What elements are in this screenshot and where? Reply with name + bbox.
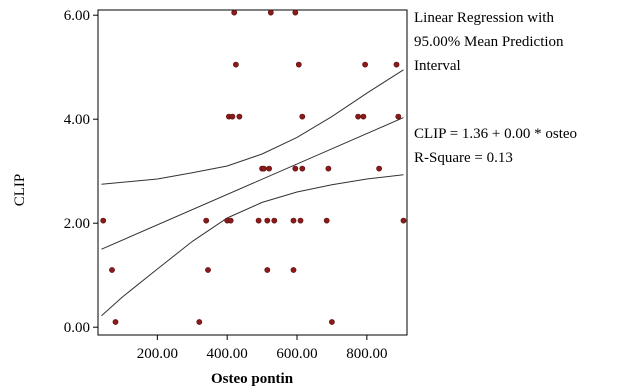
data-point	[376, 165, 382, 172]
x-tick-label: 200.00	[137, 346, 178, 362]
data-point	[395, 113, 402, 120]
data-point	[255, 217, 262, 224]
data-point	[323, 217, 330, 224]
y-tick-label: 0.00	[64, 320, 90, 336]
y-tick-label: 6.00	[64, 8, 90, 24]
data-point	[267, 9, 274, 16]
x-tick-label: 600.00	[276, 346, 317, 362]
y-tick-label: 2.00	[64, 216, 90, 232]
data-point	[264, 267, 271, 273]
data-point	[393, 61, 400, 68]
x-tick-label: 400.00	[207, 346, 248, 362]
data-point	[290, 267, 297, 273]
regression-line	[101, 117, 404, 250]
lower-confidence-band	[101, 174, 404, 317]
data-point	[229, 113, 236, 120]
data-point	[236, 113, 243, 120]
y-tick-label: 4.00	[64, 112, 90, 128]
data-point	[400, 217, 407, 224]
data-point	[325, 165, 332, 172]
legend-annotation: Linear Regression with 95.00% Mean Predi…	[414, 10, 577, 166]
data-point	[232, 61, 239, 68]
data-point	[196, 319, 203, 325]
data-point	[203, 217, 210, 224]
legend-line-3: Interval	[414, 58, 461, 74]
data-point	[231, 9, 238, 16]
data-point	[266, 165, 272, 172]
data-point	[260, 165, 267, 172]
data-point	[292, 9, 299, 16]
data-point	[295, 61, 302, 68]
x-axis-label: Osteo pontin	[211, 371, 294, 387]
upper-confidence-band	[101, 69, 404, 185]
data-point	[290, 217, 297, 224]
data-point	[328, 319, 335, 325]
data-point	[297, 217, 304, 224]
legend-line-2: 95.00% Mean Prediction	[414, 34, 564, 50]
plot-area	[97, 9, 408, 336]
x-tick-label: 800.00	[346, 346, 387, 362]
data-point	[360, 113, 367, 120]
legend-line-1: Linear Regression with	[414, 10, 554, 26]
data-point	[271, 217, 278, 224]
data-point	[100, 217, 107, 224]
data-point	[112, 319, 119, 325]
equation-line: CLIP = 1.36 + 0.00 * osteo	[414, 126, 577, 142]
data-point	[205, 267, 211, 273]
data-point	[292, 165, 299, 172]
data-point	[355, 113, 361, 120]
y-axis-label: CLIP	[12, 174, 28, 207]
data-point	[362, 61, 368, 68]
data-point	[299, 113, 306, 120]
data-point	[227, 217, 234, 224]
data-point	[299, 165, 306, 172]
r-square-line: R-Square = 0.13	[414, 150, 513, 166]
data-point	[109, 267, 115, 273]
data-point	[264, 217, 271, 224]
